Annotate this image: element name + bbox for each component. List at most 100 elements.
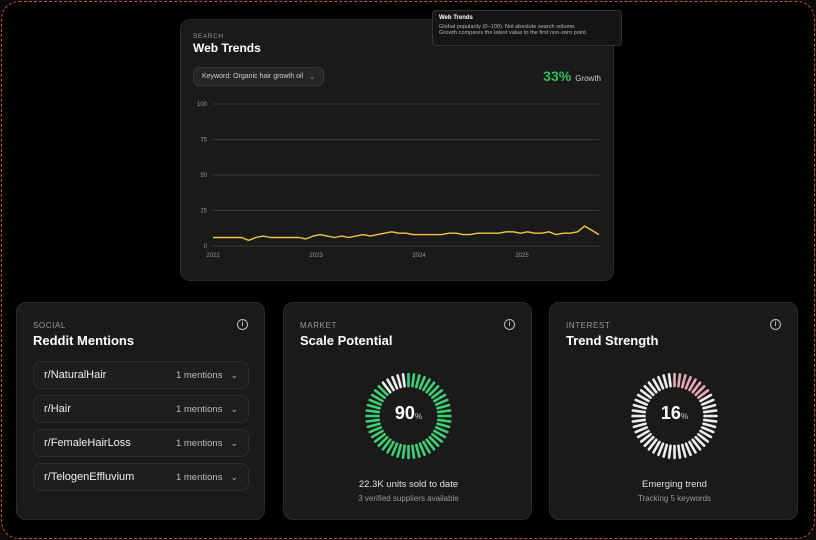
gauge-segment-active	[434, 426, 449, 434]
trends-eyebrow: SEARCH	[193, 33, 224, 40]
gauge-segment-active	[684, 375, 692, 390]
x-tick-label: 2024	[412, 253, 426, 259]
gauge-segment	[634, 426, 649, 434]
gauge-segment-active	[422, 440, 431, 454]
gauge-segment	[680, 443, 687, 458]
scale-title: Scale Potential	[300, 333, 393, 348]
gauge-segment-active	[377, 435, 389, 447]
gauge-segment	[662, 374, 669, 389]
interest-gauge-value: 16%	[550, 403, 799, 424]
gauge-segment	[636, 429, 650, 439]
gauge-segment-active	[433, 393, 447, 403]
keyword-select[interactable]: Keyword: Organic hair growth oil ⌄	[193, 67, 325, 86]
gauge-segment-active	[428, 435, 440, 447]
interest-value: 16	[660, 403, 681, 423]
gauge-segment-active	[366, 422, 381, 429]
gauge-segment-active	[386, 440, 395, 454]
gauge-segment	[662, 443, 669, 458]
reddit-mentions-card: SOCIAL Reddit Mentions i r/NaturalHair 1…	[16, 302, 265, 520]
scale-potential-card: MARKET Scale Potential i 90% 22.3K units…	[283, 302, 532, 520]
gauge-segment	[702, 409, 718, 414]
gauge-segment-active	[428, 385, 440, 397]
gauge-segment	[657, 375, 665, 390]
gauge-segment	[647, 381, 658, 394]
gauge-segment-active	[370, 393, 384, 403]
interest-caption: Emerging trend	[642, 479, 707, 490]
scale-value: 90	[394, 403, 415, 423]
subreddit-item[interactable]: r/Hair 1 mentions ⌄	[33, 395, 249, 423]
mention-count: 1 mentions	[175, 369, 223, 381]
y-tick-label: 75	[200, 138, 207, 144]
interest-percent-sign: %	[680, 412, 689, 421]
tooltip-line-2: Growth compares the latest value to the …	[439, 30, 588, 36]
gauge-segment-active	[411, 373, 416, 388]
gauge-segment-active	[434, 398, 449, 406]
gauge-segment-active	[418, 375, 426, 390]
gauge-segment-active	[688, 378, 697, 392]
gauge-segment	[639, 389, 652, 400]
gauge-segment	[684, 442, 692, 457]
chevron-down-icon: ⌄	[309, 73, 316, 81]
gauge-segment	[396, 374, 403, 389]
gauge-segment	[694, 435, 706, 447]
gauge-segment-active	[373, 389, 386, 400]
gauge-segment-active	[431, 389, 444, 400]
trends-title: Web Trends	[193, 41, 261, 55]
gauge-segment	[391, 375, 399, 390]
subreddit-item[interactable]: r/FemaleHairLoss 1 mentions ⌄	[33, 429, 249, 457]
gauge-segment	[667, 373, 672, 388]
gauge-segment	[677, 444, 682, 459]
gauge-segment	[652, 440, 661, 454]
interest-title: Trend Strength	[566, 333, 659, 348]
gauge-segment	[636, 393, 650, 403]
gauge-segment	[632, 403, 647, 410]
interest-subcaption: Tracking 5 keywords	[637, 494, 712, 503]
gauge-segment-active	[436, 422, 451, 429]
growth-stat: 33% Growth	[543, 68, 601, 84]
info-icon[interactable]: i	[770, 319, 781, 330]
gauge-segment-active	[370, 429, 384, 439]
info-icon[interactable]: i	[237, 319, 248, 330]
subreddit-name: r/NaturalHair	[44, 369, 107, 381]
gauge-segment	[702, 422, 717, 429]
gauge-segment	[643, 385, 655, 397]
gauge-segment-active	[425, 381, 436, 394]
scale-gauge	[365, 372, 452, 460]
keyword-select-label: Keyword: Organic hair growth oil	[202, 73, 304, 80]
gauge-segment	[702, 403, 717, 410]
gauge-segment	[688, 440, 697, 454]
gauge-segment-active	[391, 442, 399, 457]
x-tick-label: 2023	[309, 253, 323, 259]
y-tick-label: 100	[197, 102, 208, 108]
gauge-segment-active	[368, 426, 383, 434]
gauge-segment-active	[694, 385, 706, 397]
subreddit-item[interactable]: r/NaturalHair 1 mentions ⌄	[33, 361, 249, 389]
subreddit-item[interactable]: r/TelogenEffluvium 1 mentions ⌄	[33, 463, 249, 491]
gauge-segment	[631, 418, 647, 423]
y-tick-label: 25	[200, 209, 207, 215]
gauge-segment-active	[433, 429, 447, 439]
chevron-down-icon: ⌄	[230, 369, 238, 380]
gauge-segment	[691, 438, 702, 451]
gauge-segment-active	[401, 444, 406, 459]
y-tick-label: 0	[204, 244, 208, 250]
gauge-segment-active	[677, 373, 682, 388]
growth-label: Growth	[575, 74, 601, 83]
gauge-segment-active	[368, 398, 383, 406]
gauge-segment	[699, 429, 713, 439]
gauge-segment-active	[425, 438, 436, 451]
interest-gauge	[631, 372, 718, 460]
gauge-segment	[702, 418, 718, 423]
gauge-segment	[699, 393, 713, 403]
gauge-segment-active	[411, 444, 416, 459]
scale-subcaption: 3 verified suppliers available	[358, 494, 459, 503]
info-icon[interactable]: i	[504, 319, 515, 330]
gauge-segment	[700, 426, 715, 434]
subreddit-name: r/FemaleHairLoss	[44, 437, 131, 449]
interest-eyebrow: INTEREST	[566, 321, 611, 330]
tooltip-title: Web Trends	[439, 15, 473, 21]
trend-strength-card: INTEREST Trend Strength i 16% Emerging t…	[549, 302, 798, 520]
mention-count: 1 mentions	[175, 437, 223, 449]
gauge-segment	[667, 444, 672, 459]
gauge-segment	[631, 409, 647, 414]
